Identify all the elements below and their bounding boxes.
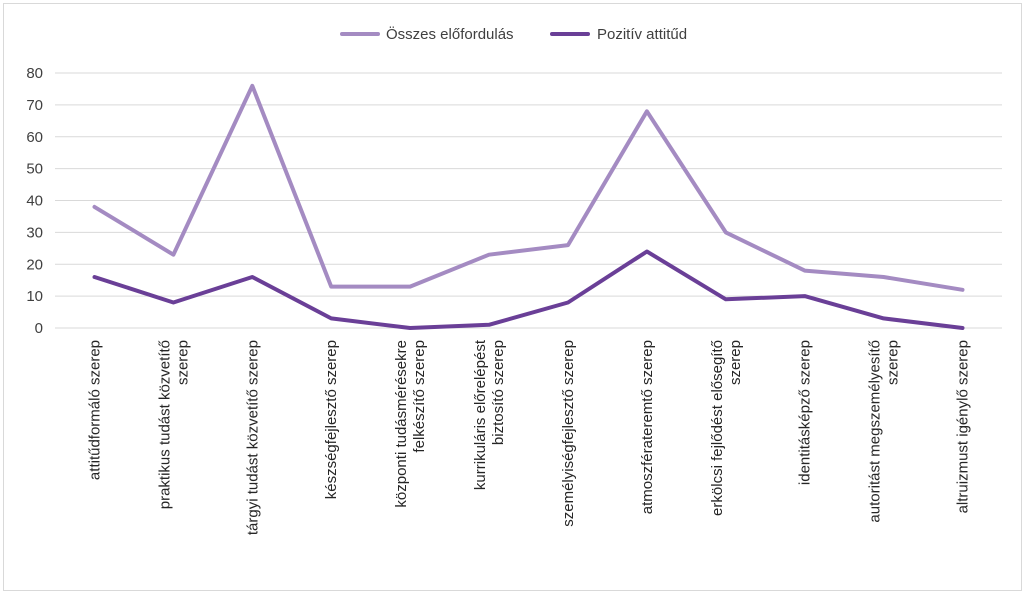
y-tick-label: 50 (26, 161, 43, 178)
x-category-label: felkészítő szerep (411, 340, 428, 453)
x-category-label: biztosító szerep (490, 340, 507, 445)
y-tick-label: 0 (35, 320, 43, 337)
x-category-label: autoritást megszemélyesítő (867, 340, 884, 523)
x-category-label: praktikus tudást közvetítő (156, 340, 173, 509)
legend: Összes előfordulás Pozitív attitűd (340, 25, 687, 43)
x-category-label: atmoszférateremtő szerep (639, 340, 656, 514)
x-category-label: identitásképző szerep (797, 340, 814, 485)
x-category-label: altruizmust igénylő szerep (955, 340, 972, 513)
y-tick-label: 20 (26, 256, 43, 273)
series-lines (92, 83, 965, 330)
y-tick-label: 10 (26, 288, 43, 305)
x-category-label: szerep (885, 340, 902, 385)
chart-frame (3, 3, 1022, 591)
x-category-label: tárgyi tudást közvetítő szerep (244, 340, 261, 535)
legend-label-1: Pozitív attitűd (597, 26, 687, 43)
x-category-label: szerep (727, 340, 744, 385)
x-category-label: attitűdformáló szerep (86, 340, 103, 480)
series-line-0 (92, 83, 965, 292)
y-axis-ticks: 0 10 20 30 40 50 60 70 80 (26, 65, 43, 337)
x-category-label: erkölcsi fejlődést elősegítő (709, 340, 726, 516)
gridlines (55, 72, 1002, 329)
y-tick-label: 40 (26, 193, 43, 210)
y-tick-label: 80 (26, 65, 43, 82)
x-category-label: központi tudásmérésekre (393, 340, 410, 508)
x-axis-categories: attitűdformáló szerep praktikus tudást kö… (86, 339, 971, 535)
x-category-label: személyiségfejlesztő szerep (560, 340, 577, 527)
legend-label-0: Összes előfordulás (386, 25, 514, 43)
y-tick-label: 70 (26, 97, 43, 114)
x-category-label: kurrikuláris előrelépést (472, 339, 489, 490)
x-category-label: készségfejlesztő szerep (323, 340, 340, 499)
x-category-label: szerep (174, 340, 191, 385)
series-line-1 (92, 249, 965, 330)
y-tick-label: 60 (26, 129, 43, 146)
y-tick-label: 30 (26, 224, 43, 241)
